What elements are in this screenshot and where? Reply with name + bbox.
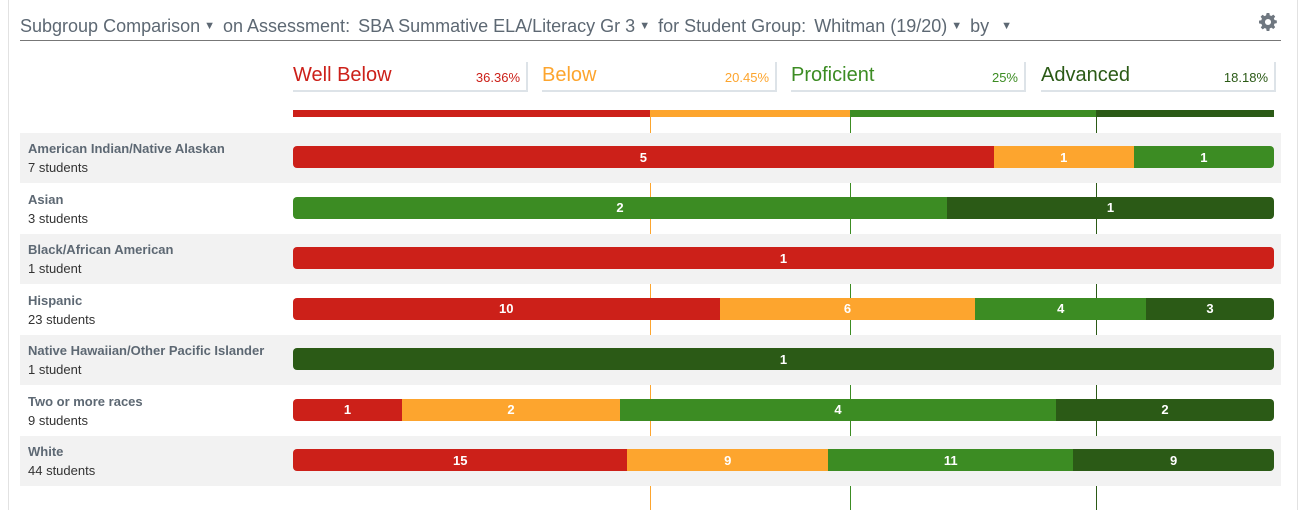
comparison-dropdown[interactable]: Subgroup Comparison ▼ — [20, 16, 223, 37]
chevron-down-icon: ▼ — [639, 20, 651, 32]
subgroup-bar[interactable]: 1 — [293, 348, 1274, 370]
legend-percent: 20.45% — [724, 70, 769, 85]
legend-label: Proficient — [791, 64, 875, 86]
subgroup-row: Asian 3 students 2 1 — [20, 184, 1281, 234]
subgroup-name: Hispanic — [28, 292, 83, 308]
by-dropdown[interactable]: ▼ — [997, 20, 1020, 32]
legend-label: Well Below — [293, 64, 392, 86]
bar-segment-advanced[interactable]: 1 — [293, 348, 1274, 370]
legend-item-well-below: Well Below 36.36% — [293, 62, 528, 92]
subgroup-student-count: 44 students — [28, 463, 96, 478]
legend-label: Below — [542, 64, 597, 86]
subgroup-student-count: 1 student — [28, 261, 82, 276]
overall-segment-well-below — [293, 110, 650, 117]
chevron-down-icon: ▼ — [204, 20, 215, 32]
gear-icon[interactable] — [1259, 13, 1277, 31]
subgroup-student-count: 1 student — [28, 362, 82, 377]
legend-label: Advanced — [1041, 64, 1130, 86]
bar-segment-advanced[interactable]: 3 — [1146, 297, 1274, 320]
bar-segment-below[interactable]: 6 — [719, 297, 976, 320]
chevron-down-icon: ▼ — [951, 20, 963, 32]
subgroup-name: American Indian/Native Alaskan — [28, 141, 225, 156]
legend-percent: 18.18% — [1223, 70, 1268, 85]
comparison-label: Subgroup Comparison — [20, 15, 201, 36]
legend-percent: 25% — [991, 70, 1018, 85]
bar-segment-well-below[interactable]: 1 — [293, 398, 402, 421]
overall-segment-proficient — [850, 110, 1096, 117]
subgroup-row: White 44 students 15 9 11 9 — [20, 436, 1281, 486]
subgroup-row: Two or more races 9 students 1 2 4 2 — [20, 386, 1281, 436]
subgroup-name: White — [28, 444, 64, 459]
assessment-value: SBA Summative ELA/Literacy Gr 3 — [358, 15, 636, 36]
subgroup-name: Native Hawaiian/Other Pacific Islander — [28, 343, 265, 358]
group-prefix: for Student Group: — [658, 15, 807, 36]
bar-segment-well-below[interactable]: 10 — [293, 297, 720, 320]
subgroup-student-count: 3 students — [28, 210, 88, 226]
bar-segment-advanced[interactable]: 9 — [1073, 449, 1274, 471]
subgroup-row: Native Hawaiian/Other Pacific Islander 1 … — [20, 335, 1281, 385]
legend-item-below: Below 20.45% — [542, 62, 777, 92]
assessment-prefix: on Assessment: — [223, 15, 351, 36]
subgroup-student-count: 23 students — [28, 311, 96, 327]
bar-segment-proficient[interactable]: 4 — [620, 398, 1056, 421]
bar-segment-below[interactable]: 9 — [627, 449, 829, 471]
subgroup-name: Asian — [28, 191, 64, 207]
student-group-value: Whitman (19/20) — [814, 15, 948, 36]
bar-segment-well-below[interactable]: 15 — [293, 449, 628, 471]
chart-header: Subgroup Comparison ▼ on Assessment: SBA… — [20, 12, 1281, 41]
subgroup-bar[interactable]: 1 — [293, 247, 1274, 269]
bar-segment-advanced[interactable]: 1 — [947, 196, 1274, 219]
student-group-dropdown[interactable]: Whitman (19/20) ▼ — [814, 16, 970, 37]
subgroup-student-count: 9 students — [28, 412, 88, 428]
subgroup-bar[interactable]: 15 9 11 9 — [293, 449, 1274, 471]
bar-segment-well-below[interactable]: 5 — [293, 146, 994, 168]
bar-segment-proficient[interactable]: 11 — [828, 449, 1074, 471]
overall-distribution-bar — [293, 110, 1274, 117]
chart-panel — [8, 0, 1298, 510]
subgroup-row: Hispanic 23 students 10 6 4 3 — [20, 285, 1281, 335]
bar-segment-advanced[interactable]: 2 — [1056, 398, 1274, 421]
bar-segment-well-below[interactable]: 1 — [293, 247, 1274, 269]
subgroup-name: Two or more races — [28, 393, 143, 409]
bar-segment-proficient[interactable]: 1 — [1133, 146, 1274, 168]
bar-segment-below[interactable]: 2 — [402, 398, 620, 421]
overall-segment-advanced — [1095, 110, 1274, 117]
legend-percent: 36.36% — [475, 70, 520, 85]
bar-segment-proficient[interactable]: 4 — [975, 297, 1147, 320]
bar-segment-proficient[interactable]: 2 — [293, 196, 947, 219]
chevron-down-icon: ▼ — [1001, 20, 1013, 32]
subgroup-name: Black/African American — [28, 242, 174, 257]
legend-item-proficient: Proficient 25% — [791, 62, 1026, 92]
subgroup-bar[interactable]: 10 6 4 3 — [293, 297, 1274, 320]
by-label: by — [970, 15, 990, 36]
subgroup-student-count: 7 students — [28, 160, 88, 175]
overall-segment-below — [649, 110, 851, 117]
subgroup-row: American Indian/Native Alaskan 7 students… — [20, 133, 1281, 183]
subgroup-row: Black/African American 1 student 1 — [20, 234, 1281, 284]
assessment-dropdown[interactable]: SBA Summative ELA/Literacy Gr 3 ▼ — [358, 16, 658, 37]
bar-segment-below[interactable]: 1 — [993, 146, 1134, 168]
legend-item-advanced: Advanced 18.18% — [1041, 62, 1276, 92]
